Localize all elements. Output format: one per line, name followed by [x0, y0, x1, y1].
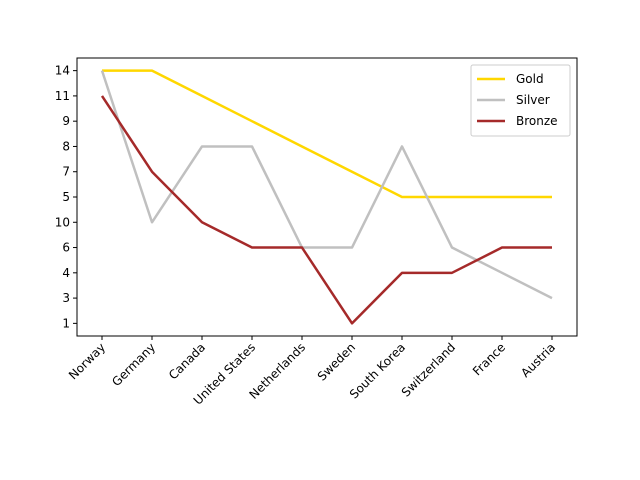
y-tick-label: 6	[62, 241, 70, 255]
legend: Gold Silver Bronze	[470, 64, 571, 137]
y-tick-label: 1	[62, 316, 70, 330]
legend-label: Silver	[516, 93, 550, 107]
legend-box	[470, 64, 571, 137]
y-tick-label: 5	[62, 190, 70, 204]
series-line	[100, 95, 552, 325]
legend-label: Gold	[516, 72, 544, 86]
plot-frame	[76, 57, 578, 337]
y-tick-label: 4	[62, 266, 70, 280]
legend-label: Bronze	[516, 114, 558, 128]
y-tick-label: 8	[62, 139, 70, 153]
series-line	[102, 69, 552, 199]
y-tick-label: 3	[62, 291, 70, 305]
y-tick-label: 14	[55, 64, 70, 78]
y-tick-label: 7	[62, 165, 70, 179]
y-tick-label: 10	[55, 215, 70, 229]
y-tick-label: 9	[62, 114, 70, 128]
y-tick-label: 11	[55, 89, 70, 103]
